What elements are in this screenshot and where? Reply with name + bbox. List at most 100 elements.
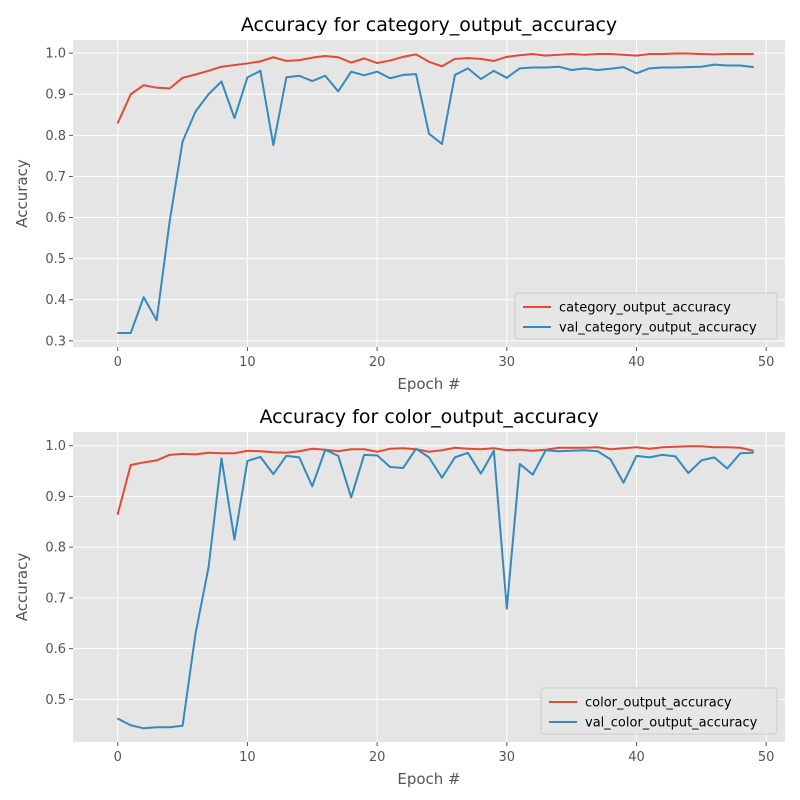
data-point-category_output_accuracy-4 [168, 87, 171, 90]
y-tick-label: 0.7 [45, 170, 66, 185]
legend-box [540, 687, 778, 735]
data-point-color_output_accuracy-43 [674, 445, 677, 448]
legend-label: val_category_output_accuracy [559, 321, 757, 336]
data-point-val_category_output_accuracy-40 [635, 72, 638, 75]
legend-label: val_color_output_accuracy [585, 716, 758, 731]
data-point-category_output_accuracy-24 [428, 60, 430, 63]
data-point-color_output_accuracy-40 [635, 446, 638, 449]
data-point-val_color_output_accuracy-25 [441, 476, 443, 479]
chart-panel-2: 0.5 0.6 0.7 0.8 0.9 1.0 0 10 20 30 40 50 Accuracy fo… [13, 406, 785, 788]
data-point-color_output_accuracy-35 [570, 446, 573, 449]
data-point-color_output_accuracy-26 [454, 446, 456, 449]
chart-title: Accuracy for category_output_accuracy [241, 14, 617, 36]
data-point-category_output_accuracy-37 [596, 53, 599, 55]
data-point-val_color_output_accuracy-35 [570, 449, 573, 452]
data-point-val_color_output_accuracy-14 [298, 456, 301, 459]
data-point-color_output_accuracy-36 [583, 446, 586, 449]
data-point-val_category_output_accuracy-24 [428, 132, 430, 135]
legend-box [514, 292, 778, 340]
y-tick-label: 0.3 [45, 334, 66, 349]
data-point-val_color_output_accuracy-23 [415, 447, 417, 450]
data-point-val_color_output_accuracy-27 [467, 452, 469, 454]
data-point-val_color_output_accuracy-38 [609, 458, 612, 461]
data-point-color_output_accuracy-7 [207, 452, 210, 454]
data-point-val_category_output_accuracy-46 [713, 63, 716, 66]
data-point-color_output_accuracy-29 [493, 447, 495, 450]
data-point-val_category_output_accuracy-1 [129, 332, 132, 334]
data-point-category_output_accuracy-25 [441, 65, 443, 68]
y-tick-label: 1.0 [45, 439, 66, 454]
data-point-val_category_output_accuracy-7 [207, 93, 210, 96]
y-tick-label: 0.5 [45, 693, 66, 708]
data-point-val_category_output_accuracy-29 [493, 70, 495, 72]
chart-title: Accuracy for color_output_accuracy [259, 406, 598, 428]
data-point-color_output_accuracy-0 [116, 513, 119, 515]
data-point-category_output_accuracy-32 [531, 53, 534, 55]
data-point-val_category_output_accuracy-11 [259, 70, 262, 72]
data-point-category_output_accuracy-49 [752, 53, 755, 55]
data-point-val_category_output_accuracy-26 [454, 74, 456, 76]
data-point-color_output_accuracy-6 [194, 453, 197, 456]
data-point-val_color_output_accuracy-20 [376, 454, 378, 457]
data-point-category_output_accuracy-10 [246, 62, 249, 65]
data-point-val_color_output_accuracy-19 [363, 454, 365, 456]
data-point-val_color_output_accuracy-18 [350, 496, 352, 499]
data-point-val_color_output_accuracy-48 [739, 452, 742, 455]
data-point-category_output_accuracy-8 [220, 65, 223, 68]
data-point-val_color_output_accuracy-1 [129, 724, 132, 727]
data-point-val_color_output_accuracy-29 [493, 449, 495, 452]
data-point-val_category_output_accuracy-18 [350, 70, 352, 73]
data-point-color_output_accuracy-48 [739, 446, 742, 449]
data-point-category_output_accuracy-9 [233, 64, 236, 66]
x-axis-label: Epoch # [397, 770, 460, 788]
data-point-val_category_output_accuracy-48 [739, 64, 742, 67]
data-point-category_output_accuracy-38 [609, 53, 612, 55]
y-tick-label: 0.7 [45, 591, 66, 606]
data-point-category_output_accuracy-31 [518, 54, 521, 57]
data-point-val_category_output_accuracy-25 [441, 143, 443, 145]
data-point-val_color_output_accuracy-4 [168, 726, 171, 729]
data-point-val_color_output_accuracy-34 [557, 450, 560, 453]
data-point-val_color_output_accuracy-9 [233, 538, 236, 541]
data-point-val_color_output_accuracy-32 [531, 473, 534, 476]
data-point-val_color_output_accuracy-11 [259, 456, 262, 458]
data-point-val_category_output_accuracy-44 [687, 66, 690, 68]
data-point-val_category_output_accuracy-0 [116, 332, 119, 334]
data-point-category_output_accuracy-30 [506, 56, 508, 58]
data-point-val_category_output_accuracy-30 [506, 77, 508, 79]
data-point-val_category_output_accuracy-36 [583, 67, 586, 70]
data-point-color_output_accuracy-10 [246, 449, 249, 452]
data-point-val_color_output_accuracy-15 [311, 485, 314, 488]
x-tick-label: 40 [628, 750, 645, 765]
data-point-val_category_output_accuracy-41 [648, 67, 651, 70]
data-point-color_output_accuracy-21 [389, 447, 391, 450]
x-tick-label: 30 [499, 750, 516, 765]
data-point-val_category_output_accuracy-23 [415, 73, 417, 75]
data-point-val_color_output_accuracy-22 [402, 467, 404, 469]
data-point-val_category_output_accuracy-10 [246, 76, 249, 79]
data-point-val_color_output_accuracy-2 [142, 727, 145, 730]
series-line-val_color_output_accuracy [117, 447, 754, 730]
data-point-val_color_output_accuracy-7 [207, 566, 210, 569]
data-point-color_output_accuracy-49 [752, 449, 755, 452]
data-point-color_output_accuracy-39 [622, 447, 625, 450]
data-point-color_output_accuracy-8 [220, 452, 223, 455]
data-point-val_category_output_accuracy-13 [285, 76, 288, 79]
data-point-val_color_output_accuracy-0 [116, 717, 119, 720]
data-point-val_category_output_accuracy-2 [142, 296, 145, 299]
data-point-category_output_accuracy-34 [557, 53, 560, 56]
data-point-category_output_accuracy-44 [687, 52, 690, 55]
data-point-category_output_accuracy-7 [207, 70, 210, 72]
data-point-category_output_accuracy-3 [155, 86, 158, 89]
data-point-val_category_output_accuracy-35 [570, 69, 573, 71]
legend: color_output_accuracy val_color_output_ac… [540, 687, 778, 735]
data-point-val_color_output_accuracy-37 [596, 450, 599, 453]
data-point-category_output_accuracy-14 [298, 59, 301, 61]
data-point-color_output_accuracy-34 [557, 446, 560, 449]
data-point-category_output_accuracy-35 [570, 53, 573, 55]
x-tick-label: 20 [369, 355, 386, 370]
data-point-category_output_accuracy-22 [402, 56, 404, 58]
data-point-val_category_output_accuracy-19 [363, 74, 365, 77]
x-tick-label: 50 [758, 355, 775, 370]
data-point-category_output_accuracy-45 [700, 53, 703, 55]
